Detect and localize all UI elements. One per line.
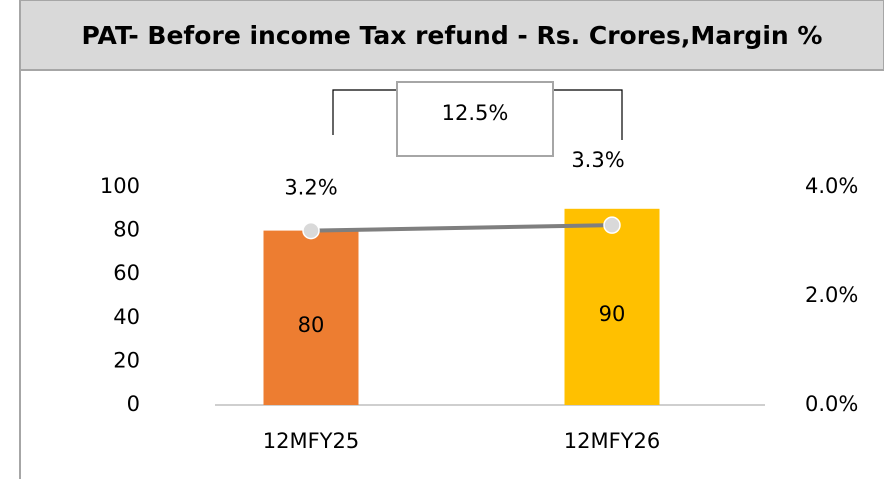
bar-label: 90 bbox=[599, 302, 626, 326]
growth-bracket bbox=[332, 89, 623, 140]
y-tick-label: 20 bbox=[113, 348, 140, 372]
y-tick-label: 0 bbox=[127, 392, 140, 416]
y2-tick-label: 0.0% bbox=[805, 392, 858, 416]
x-tick-label: 12MFY26 bbox=[564, 429, 660, 453]
bar bbox=[263, 230, 359, 405]
chart-title: PAT- Before income Tax refund - Rs. Cror… bbox=[82, 21, 823, 50]
line-label: 3.3% bbox=[571, 148, 624, 172]
line-label: 3.2% bbox=[284, 176, 337, 200]
y-tick-label: 60 bbox=[113, 261, 140, 285]
y-tick-label: 80 bbox=[113, 218, 140, 242]
bar-label: 80 bbox=[298, 313, 325, 337]
line-point bbox=[302, 221, 320, 240]
y-tick-label: 40 bbox=[113, 305, 140, 329]
x-tick-label: 12MFY25 bbox=[263, 429, 359, 453]
title-bar bbox=[19, 0, 884, 71]
y2-tick-label: 4.0% bbox=[805, 174, 858, 198]
annotation: 12.5% bbox=[442, 101, 509, 125]
annotation-box bbox=[396, 81, 554, 157]
y2-tick-label: 2.0% bbox=[805, 283, 858, 307]
line-point bbox=[603, 216, 621, 234]
margin-line bbox=[310, 223, 613, 233]
bar bbox=[564, 208, 660, 405]
y-tick-label: 100 bbox=[100, 174, 140, 198]
